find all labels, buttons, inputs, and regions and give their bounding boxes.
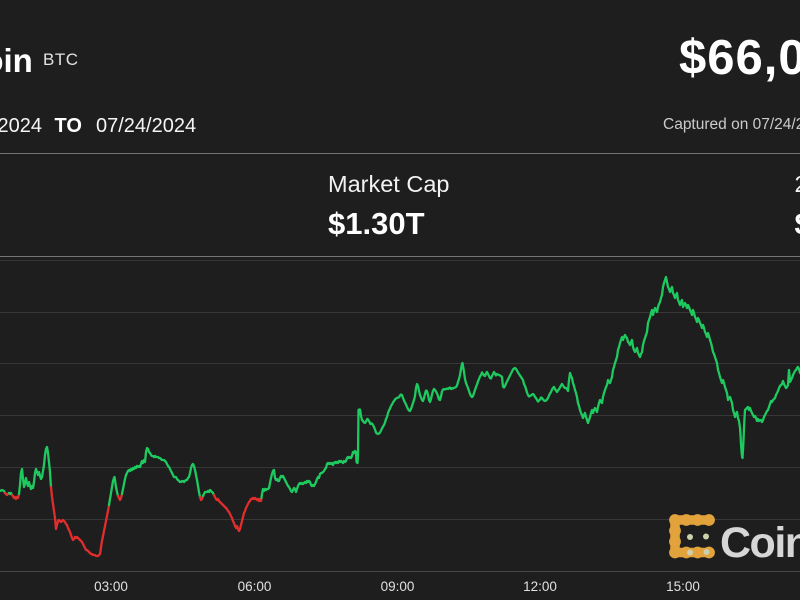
svg-text:Coindesk: Coindesk: [720, 519, 800, 566]
